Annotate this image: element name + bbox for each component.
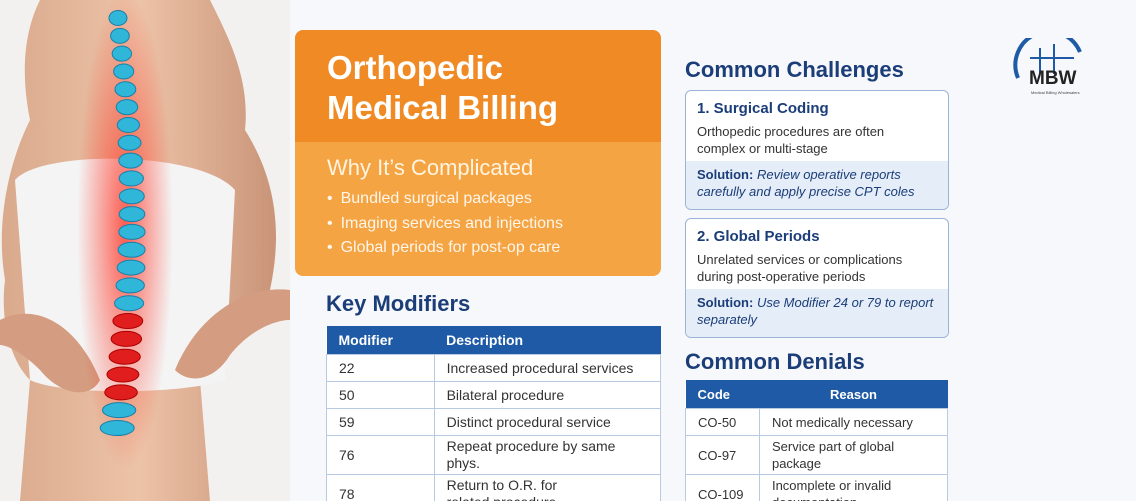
denials-table: Code Reason CO-50 Not medically necessary… xyxy=(685,380,949,501)
header-row: Modifier Description xyxy=(326,326,661,355)
right-hand xyxy=(175,289,290,379)
challenge-heading: 2. Global Periods xyxy=(697,228,820,245)
logo-tagline: Medical Billing Wholesalers xyxy=(1031,90,1080,95)
cell: Not medically necessary xyxy=(758,408,949,436)
challenge-card: 2. Global Periods Unrelated services or … xyxy=(685,218,949,338)
cell: Increased procedural services xyxy=(433,354,662,382)
logo-arc xyxy=(1013,38,1082,79)
cell: 59 xyxy=(326,408,435,436)
vertebra xyxy=(116,116,140,133)
challenge-text: Orthopedic procedures are often complex … xyxy=(697,124,885,156)
vertebra xyxy=(115,99,139,116)
row: CO-97 Service part of global package xyxy=(685,435,949,475)
challenge-text: Unrelated services or complications duri… xyxy=(697,252,903,284)
row: 59 Distinct procedural service xyxy=(326,408,662,436)
vertebra xyxy=(108,10,128,26)
vertebra xyxy=(110,330,143,347)
vertebra xyxy=(118,188,145,205)
vertebra xyxy=(112,313,144,330)
section-title: Common Challenges xyxy=(685,57,904,82)
vertebra xyxy=(113,63,135,80)
subtitle: Why It’s Complicated xyxy=(327,155,534,180)
vertebra xyxy=(99,420,135,436)
left-hand xyxy=(0,313,100,393)
solution-text: Use Modifier 24 or 79 to report separate… xyxy=(697,295,934,327)
cell: Repeat procedure by same phys. xyxy=(433,435,662,475)
column-header: Modifier xyxy=(326,326,435,355)
section-title: Common Denials xyxy=(685,349,865,374)
row: 76 Repeat procedure by same phys. xyxy=(326,435,662,475)
cell: CO-97 xyxy=(685,435,760,475)
vertebra xyxy=(110,27,130,44)
column-header: Reason xyxy=(759,380,948,409)
vertebra xyxy=(104,384,138,401)
logo-grid xyxy=(1030,44,1074,74)
vertebra xyxy=(117,241,146,258)
solution: Solution: Use Modifier 24 or 79 to repor… xyxy=(686,289,948,337)
modifiers-table: Modifier Description 22 Increased procedu… xyxy=(326,326,662,501)
vertebra xyxy=(114,81,137,98)
cell: Distinct procedural service xyxy=(433,408,662,436)
vertebra xyxy=(115,277,145,294)
solution-label: Solution: xyxy=(697,295,754,310)
cell: Bilateral procedure xyxy=(433,381,662,409)
vertebra xyxy=(116,259,146,276)
solution-text: Review operative reports carefully and a… xyxy=(697,167,915,199)
logo xyxy=(1013,38,1082,79)
vertebra xyxy=(111,45,133,62)
cell: 76 xyxy=(326,435,435,475)
bullet: Global periods for post-op care xyxy=(327,239,561,257)
bullet: Bundled surgical packages xyxy=(327,190,532,208)
vertebra xyxy=(108,348,141,365)
vertebra xyxy=(117,134,142,151)
column-header: Code xyxy=(685,380,760,409)
bullet: Imaging services and injections xyxy=(327,215,563,233)
cell: Incomplete or invalid documentation xyxy=(758,474,949,501)
challenge-card: 1. Surgical Coding Orthopedic procedures… xyxy=(685,90,949,210)
cell: Service part of global package xyxy=(758,435,949,475)
cell: 22 xyxy=(326,354,435,382)
cell: CO-50 xyxy=(685,408,760,436)
spine xyxy=(99,10,146,436)
spine-photo xyxy=(0,0,290,501)
row: CO-50 Not medically necessary xyxy=(685,408,949,436)
vertebra xyxy=(106,366,140,383)
vertebra xyxy=(118,170,144,187)
title-panel xyxy=(295,30,661,142)
vertebra xyxy=(118,223,146,240)
row: 22 Increased procedural services xyxy=(326,354,662,382)
solution-label: Solution: xyxy=(697,167,754,182)
cell: 50 xyxy=(326,381,435,409)
header-row: Code Reason xyxy=(685,380,948,409)
section-title: Key Modifiers xyxy=(326,291,471,316)
title: Medical Billing xyxy=(327,89,559,126)
cell: 78 xyxy=(326,474,435,501)
row: 50 Bilateral procedure xyxy=(326,381,662,409)
cell: CO-109 xyxy=(685,474,760,501)
challenge-heading: 1. Surgical Coding xyxy=(697,100,829,117)
vertebra xyxy=(101,402,137,419)
logo-text: MBW xyxy=(1029,68,1077,89)
solution: Solution: Review operative reports caref… xyxy=(686,161,948,209)
vertebra xyxy=(114,295,145,312)
cell: Return to O.R. for related procedure xyxy=(433,474,662,501)
vertebra xyxy=(118,152,143,169)
vertebra xyxy=(118,206,146,223)
column-header: Description xyxy=(434,326,661,355)
title: Orthopedic xyxy=(327,49,504,86)
